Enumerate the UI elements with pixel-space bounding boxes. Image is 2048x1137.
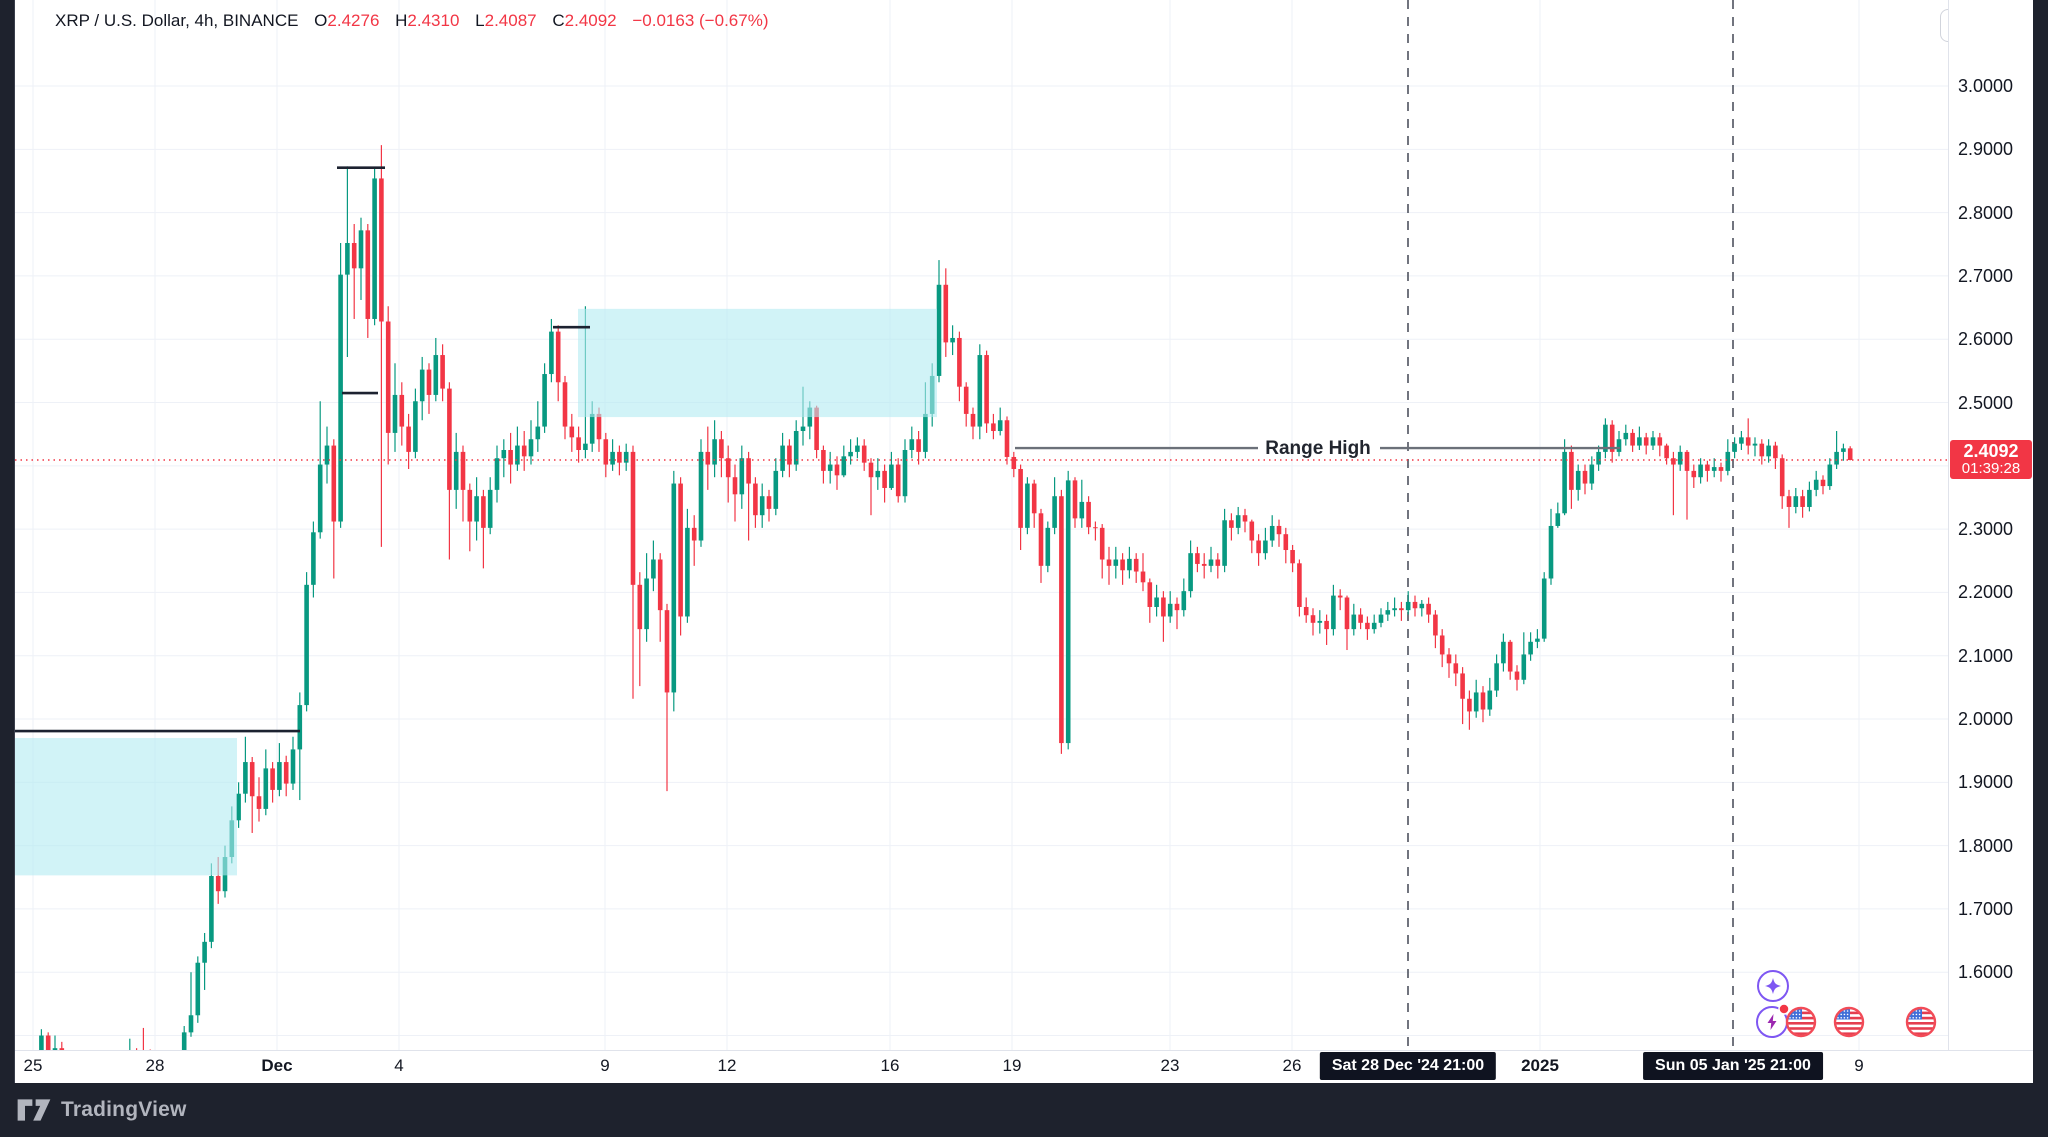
price-tick: 2.8000: [1958, 202, 2014, 223]
time-tick: 9: [600, 1056, 610, 1075]
candles: [39, 145, 1853, 1050]
price-tick: 1.7000: [1958, 898, 2014, 919]
price-tick: 3.0000: [1958, 76, 2014, 97]
last-price-value: 2.4092: [1963, 441, 2019, 461]
notification-badge: [1778, 1003, 1790, 1015]
symbol-title: XRP / U.S. Dollar, 4h, BINANCE: [55, 11, 299, 30]
open-label: O: [314, 11, 328, 30]
price-tick: 1.9000: [1958, 772, 2014, 793]
symbol-ohlc-header[interactable]: XRP / U.S. Dollar, 4h, BINANCE O2.4276 H…: [55, 11, 768, 31]
time-axis[interactable]: 25 28 Dec 4 9 12 16 19 23 26 2025 9 Sat 28 Dec '24 2…: [15, 1050, 2033, 1083]
time-tick: 26: [1282, 1056, 1302, 1075]
high-value: 2.4310: [407, 11, 460, 30]
close-label: C: [552, 11, 565, 30]
price-tick: 2.3000: [1958, 519, 2014, 540]
price-tick: 1.6000: [1958, 962, 2014, 983]
grid: [15, 0, 1948, 1050]
collapsed-drawing-toolbar[interactable]: [0, 0, 15, 1083]
candlestick-chart[interactable]: Range High: [15, 0, 1948, 1050]
price-tick: 1.8000: [1958, 835, 2014, 856]
price-tick: 2.0000: [1958, 709, 2014, 730]
time-tick: 4: [394, 1056, 404, 1075]
low-label: L: [475, 11, 485, 30]
tradingview-logo-text: TradingView: [61, 1098, 187, 1121]
time-tick: 23: [1160, 1056, 1180, 1075]
time-tick: 16: [880, 1056, 900, 1075]
high-label: H: [395, 11, 408, 30]
open-value: 2.4276: [327, 11, 380, 30]
tradingview-logo[interactable]: TradingView: [16, 1094, 187, 1126]
low-value: 2.4087: [484, 11, 537, 30]
bar-countdown: 01:39:28: [1961, 459, 2021, 477]
time-tick: 25: [23, 1056, 43, 1075]
price-tick: 2.5000: [1958, 392, 2014, 413]
sparkle-icon[interactable]: [1757, 970, 1789, 1002]
price-tick: 2.9000: [1958, 139, 2014, 160]
price-tick: 2.6000: [1958, 329, 2014, 350]
time-marker-label: Sat 28 Dec '24 21:00: [1319, 1052, 1497, 1080]
lightning-icon[interactable]: [1756, 1003, 1790, 1038]
time-marker-label: Sun 05 Jan '25 21:00: [1643, 1052, 1823, 1080]
time-tick: 19: [1002, 1056, 1022, 1075]
right-edge-panel: [2033, 0, 2048, 1083]
supply-demand-zone[interactable]: [578, 308, 937, 418]
chart-plot-background: [15, 0, 1948, 1050]
us-flag-icon[interactable]: [1785, 1006, 1817, 1038]
time-tick: 2025: [1521, 1056, 1559, 1075]
time-tick: 28: [145, 1056, 165, 1075]
time-tick: Dec: [261, 1056, 293, 1075]
time-tick: 9: [1854, 1056, 1864, 1075]
us-flag-icon[interactable]: [1905, 1006, 1937, 1038]
footer-bar: TradingView: [0, 1083, 2048, 1137]
price-tick: 2.7000: [1958, 265, 2014, 286]
time-tick: 12: [717, 1056, 737, 1075]
price-tick: 2.2000: [1958, 582, 2014, 603]
last-price-badge: 2.4092 01:39:28: [1950, 440, 2032, 479]
supply-demand-zone[interactable]: [15, 738, 237, 876]
tradingview-logo-icon: [17, 1099, 51, 1121]
price-axis[interactable]: 3.0000 2.9000 2.8000 2.7000 2.6000 2.5000 2.30…: [1948, 0, 2033, 1050]
us-flag-icon[interactable]: [1833, 1006, 1865, 1038]
range-high-label[interactable]: Range High: [1265, 438, 1371, 459]
change-value: −0.0163 (−0.67%): [632, 11, 769, 30]
price-tick: 2.1000: [1958, 645, 2014, 666]
close-value: 2.4092: [564, 11, 617, 30]
